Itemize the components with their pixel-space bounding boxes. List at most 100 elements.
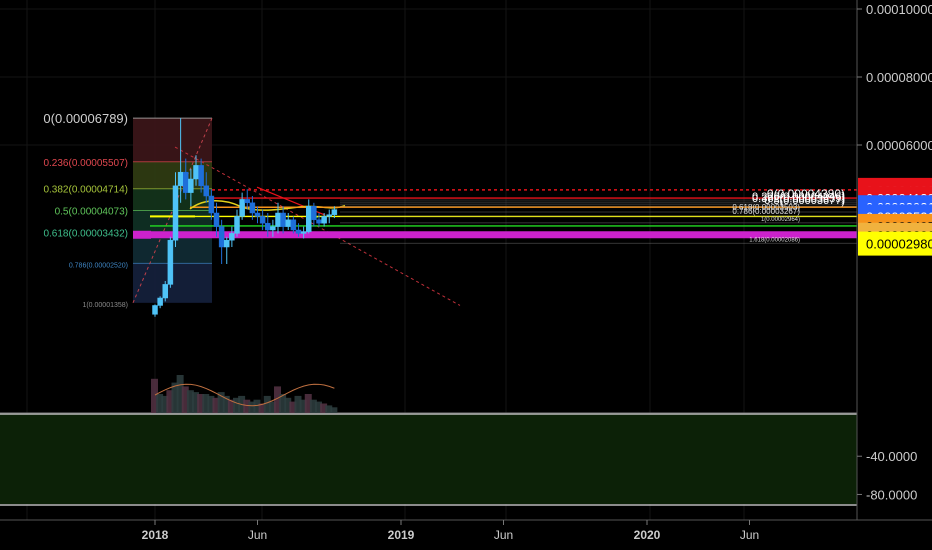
- osc-tick-label: -80.0000: [866, 487, 917, 502]
- candle-body: [208, 195, 215, 214]
- volume-bar: [212, 397, 220, 413]
- candle-body: [157, 297, 163, 306]
- candle-body: [213, 212, 220, 227]
- volume-bar: [171, 382, 179, 413]
- volume-bar: [299, 399, 307, 413]
- candle-body: [224, 239, 230, 248]
- volume-bar: [186, 390, 194, 413]
- candle-body: [321, 216, 327, 224]
- candle-body: [152, 305, 158, 315]
- price-badge-label: 0.00002980: [866, 237, 932, 252]
- volume-bar: [289, 401, 297, 413]
- candle-body: [172, 185, 179, 241]
- fib-right-label: 0.382(0.00003839): [752, 193, 845, 205]
- volume-bar: [284, 397, 292, 413]
- oscillator-axis: -40.0000 -80.0000: [857, 449, 917, 502]
- fib-right-label: 0(0.00004380): [767, 187, 845, 201]
- fib-right-label: 0.236(0.00004046): [752, 191, 845, 203]
- candle-body: [218, 226, 225, 248]
- candle-body: [167, 239, 174, 285]
- oscillator-background: [0, 414, 857, 504]
- volume-bar: [274, 386, 281, 413]
- volume-bar: [156, 394, 164, 413]
- candle-body: [239, 199, 245, 217]
- candle-body: [254, 212, 261, 217]
- volume-bar: [325, 405, 333, 413]
- osc-tick-label: -40.0000: [866, 449, 917, 464]
- candle-body: [229, 233, 235, 241]
- candle-body: [183, 171, 189, 193]
- time-tick-label: 2020: [634, 528, 661, 542]
- volume-ma-line: [154, 383, 335, 407]
- fib-left-label: 0(0.00006789): [43, 111, 128, 126]
- volume-bar: [233, 397, 240, 413]
- time-tick-label: Jun: [248, 528, 267, 542]
- volume-bar: [279, 394, 287, 413]
- candle-body: [188, 178, 194, 193]
- volume-bar: [207, 395, 215, 413]
- volume-bar: [217, 392, 225, 413]
- candle-body: [203, 185, 209, 197]
- volume-bar: [258, 403, 266, 413]
- volume-bar: [263, 395, 271, 413]
- fib-left-label: 0.382(0.00004714): [43, 185, 128, 196]
- volume-bar: [243, 399, 251, 413]
- volume-bar: [268, 401, 276, 413]
- volume-bar: [304, 394, 312, 413]
- volume-bar: [192, 392, 199, 413]
- price-axis-background: [857, 0, 932, 520]
- volume-bar: [202, 394, 210, 413]
- candle-body: [285, 219, 291, 227]
- fib-left-label: 1(0.00001358): [82, 302, 128, 309]
- fib-right-label: 1.618(0.00002086): [749, 237, 800, 243]
- candle-body: [234, 216, 240, 234]
- volume-bar: [197, 394, 205, 413]
- volume-bar: [294, 395, 302, 413]
- volume-bar: [151, 378, 158, 413]
- fib-right-label: 0.618(0.00003503): [732, 203, 800, 212]
- fib-zone-3: [133, 210, 212, 233]
- candlesticks: [152, 118, 338, 317]
- volume-bar: [161, 395, 169, 413]
- fib-right-label: 0.786(0.00003267): [732, 207, 800, 216]
- candle-body: [295, 229, 302, 234]
- candle-body: [198, 165, 204, 187]
- volume-bar: [330, 407, 338, 413]
- candle-body: [316, 219, 322, 224]
- fib-left-label: 0.5(0.00004073): [55, 207, 128, 218]
- fib-zone-2: [133, 188, 212, 211]
- fib-right-label: 0.5(0.00003677): [764, 195, 845, 207]
- candle-body: [249, 202, 256, 214]
- time-tick-label: Jun: [494, 528, 513, 542]
- fib-zone-0: [133, 118, 212, 162]
- price-tick-label: 0.00008000: [866, 70, 932, 85]
- volume-bars: [151, 375, 338, 413]
- volume-bar: [309, 399, 317, 413]
- volume-bar: [253, 399, 261, 413]
- fib-left-label: 0.236(0.00005507): [43, 158, 128, 169]
- volume-bar: [320, 403, 328, 413]
- candle-body: [259, 216, 266, 224]
- volume-bar: [315, 401, 322, 413]
- time-axis[interactable]: 2018 Jun 2019 Jun 2020 Jun: [0, 519, 932, 542]
- time-tick-label: Jun: [740, 528, 759, 542]
- candle-body: [162, 284, 168, 299]
- price-axis[interactable]: 0.000100000.000080000.000060000.00004680…: [856, 0, 932, 520]
- time-tick-label: 2019: [388, 528, 415, 542]
- candle-body: [331, 209, 338, 215]
- fib-retracement-right[interactable]: 0(0.00004380)0.236(0.00004046)0.382(0.00…: [340, 187, 857, 244]
- candle-body: [306, 205, 312, 232]
- volume-bar: [176, 375, 184, 413]
- fib-right-label: 1(0.00002964): [761, 217, 800, 223]
- candle-body: [311, 205, 317, 221]
- candle-body: [177, 171, 184, 187]
- candle-body: [326, 214, 332, 217]
- fib-left-label: 0.618(0.00003432): [43, 228, 128, 239]
- price-tick-label: 0.00010000: [866, 2, 932, 17]
- candle-body: [300, 231, 307, 234]
- volume-bar: [181, 386, 189, 413]
- candle-body: [275, 212, 281, 227]
- candle-body: [193, 165, 199, 180]
- time-tick-label: 2018: [142, 528, 169, 542]
